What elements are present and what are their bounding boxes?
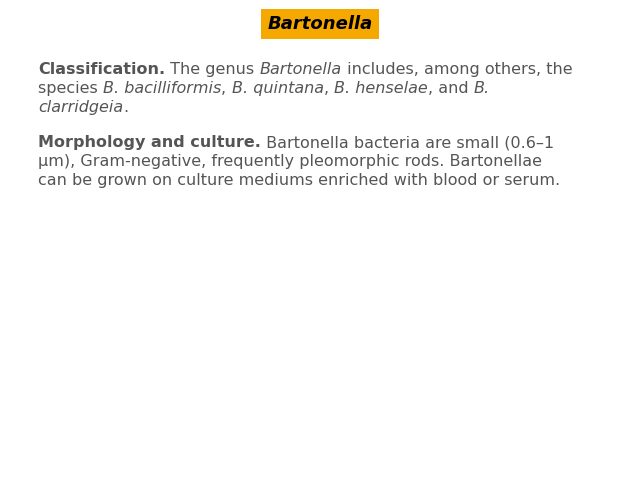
Text: B. henselae: B. henselae (333, 81, 428, 96)
Text: includes, among others, the: includes, among others, the (342, 62, 572, 77)
Text: B. quintana: B. quintana (232, 81, 323, 96)
Text: Bartonella: Bartonella (259, 62, 342, 77)
Text: B. bacilliformis: B. bacilliformis (103, 81, 221, 96)
Text: can be grown on culture mediums enriched with blood or serum.: can be grown on culture mediums enriched… (38, 173, 560, 188)
Text: ,: , (221, 81, 232, 96)
Text: ,: , (323, 81, 333, 96)
Text: Morphology and culture.: Morphology and culture. (38, 135, 261, 150)
Text: .: . (123, 100, 128, 115)
Text: Bartonella bacteria are small (0.6–1: Bartonella bacteria are small (0.6–1 (261, 135, 554, 150)
Text: Classification.: Classification. (38, 62, 165, 77)
Text: The genus: The genus (165, 62, 259, 77)
Text: , and: , and (428, 81, 473, 96)
Text: species: species (38, 81, 103, 96)
Text: B.: B. (473, 81, 490, 96)
Text: μm), Gram-negative, frequently pleomorphic rods. Bartonellae: μm), Gram-negative, frequently pleomorph… (38, 154, 542, 169)
Text: clarridgeia: clarridgeia (38, 100, 123, 115)
Text: Bartonella: Bartonella (268, 15, 372, 33)
